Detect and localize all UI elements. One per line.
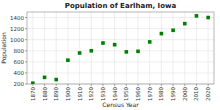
grid-line <box>126 12 127 84</box>
grid-line <box>27 61 214 62</box>
grid-line <box>173 12 174 84</box>
y-tick-label: 400 <box>14 70 25 76</box>
grid-line <box>79 12 80 84</box>
point <box>78 51 82 55</box>
x-tick-label: 1920 <box>88 87 94 101</box>
x-tick-label: 1900 <box>65 87 71 101</box>
grid-line <box>67 12 68 84</box>
tick-mark <box>114 84 115 86</box>
grid-line <box>27 17 214 18</box>
x-axis-label: Census Year <box>102 101 139 108</box>
tick-mark <box>102 84 103 86</box>
chart-container: 200 400 600 800 1000 1200 1400 1870 1880 1890 1900… <box>0 0 220 110</box>
plot-frame <box>27 12 214 84</box>
title: Population of Earlham, Iowa <box>65 2 177 10</box>
point <box>89 49 93 53</box>
point <box>101 41 105 45</box>
point <box>43 76 47 80</box>
grid-line <box>56 12 57 84</box>
y-tick-label: 1000 <box>10 37 24 43</box>
x-tick-label: 1950 <box>123 87 129 101</box>
y-tick-label: 1200 <box>10 26 24 32</box>
tick-mark <box>32 84 33 86</box>
grid-line <box>161 12 162 84</box>
grid-line <box>27 39 214 40</box>
grid-line <box>27 28 214 29</box>
x-tick-label: 2000 <box>182 87 188 101</box>
tick-mark <box>196 84 197 86</box>
tick-mark <box>149 84 150 86</box>
x-tick-label: 1940 <box>112 87 118 101</box>
tick-mark <box>208 84 209 86</box>
tick-mark <box>184 84 185 86</box>
tick-mark <box>79 84 80 86</box>
grid-line <box>102 12 103 84</box>
point <box>31 81 35 84</box>
grid-line <box>138 12 139 84</box>
point <box>113 43 117 47</box>
tick-mark <box>67 84 68 86</box>
tick-mark <box>173 84 174 86</box>
x-tick-label: 1960 <box>135 87 141 101</box>
point <box>125 50 129 54</box>
point <box>160 32 164 36</box>
tick-mark <box>91 84 92 86</box>
y-tick-label: 200 <box>14 81 25 87</box>
point <box>148 40 152 44</box>
point <box>183 22 187 26</box>
point <box>195 14 199 18</box>
x-tick-label: 1890 <box>53 87 59 101</box>
points <box>31 14 210 84</box>
x-tick-label: 1910 <box>77 87 83 101</box>
grid-line <box>149 12 150 84</box>
x-tick-label: 2010 <box>193 87 199 101</box>
point <box>54 78 58 82</box>
grid-line <box>208 12 209 84</box>
y-tick-label: 1400 <box>10 15 24 21</box>
point <box>66 58 70 62</box>
tick-mark <box>161 84 162 86</box>
grid-line <box>27 50 214 51</box>
x-tick-label: 1970 <box>147 87 153 101</box>
point <box>136 50 140 54</box>
x-tick-label: 1870 <box>30 87 36 101</box>
x-tick-label: 1990 <box>170 87 176 101</box>
grid-line <box>196 12 197 84</box>
tick-mark <box>56 84 57 86</box>
chart: 200 400 600 800 1000 1200 1400 1870 1880 1890 1900… <box>0 0 220 110</box>
tick-mark <box>126 84 127 86</box>
x-tick-label: 1980 <box>158 87 164 101</box>
grid-line <box>27 72 214 73</box>
grid-line <box>44 12 45 84</box>
grid-line <box>32 12 33 84</box>
x-tick-label: 1880 <box>42 87 48 101</box>
grid-line <box>114 12 115 84</box>
axes: 200 400 600 800 1000 1200 1400 1870 1880 1890 1900… <box>10 12 214 101</box>
y-tick-label: 600 <box>14 59 25 65</box>
y-tick-label: 800 <box>14 48 25 54</box>
tick-mark <box>44 84 45 86</box>
x-tick-label: 1930 <box>100 87 106 101</box>
grid <box>27 12 214 84</box>
point <box>206 16 210 20</box>
grid-line <box>91 12 92 84</box>
point <box>171 28 175 32</box>
y-axis-label: Population <box>0 32 8 64</box>
x-tick-label: 2020 <box>205 87 211 101</box>
tick-mark <box>138 84 139 86</box>
